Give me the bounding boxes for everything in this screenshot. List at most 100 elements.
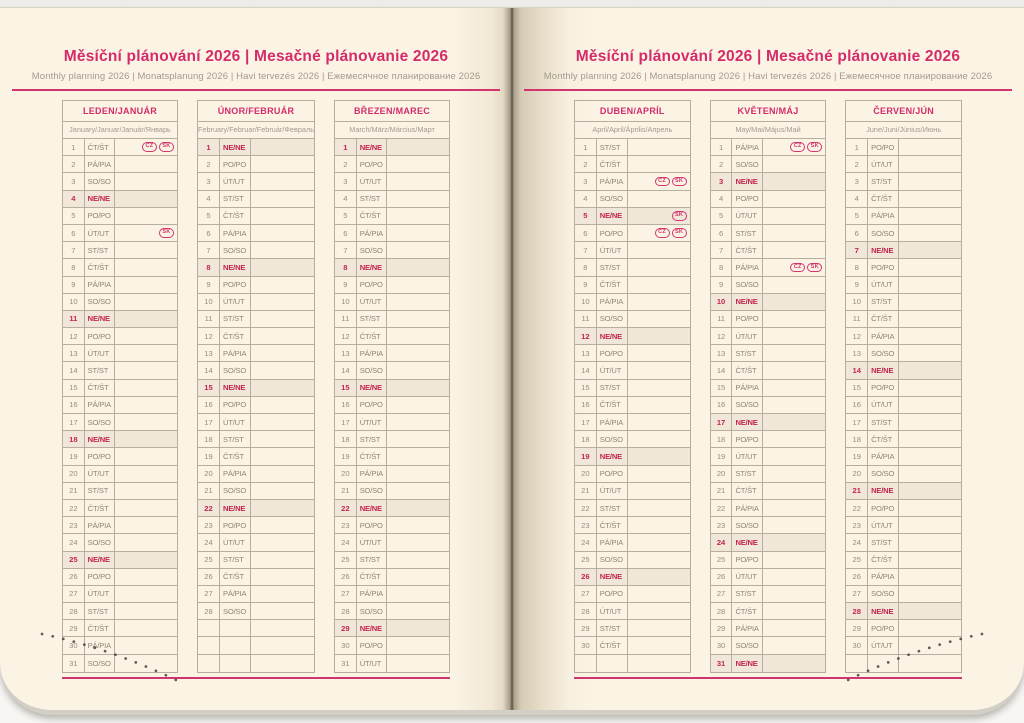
day-abbreviation: PO/PO [868,379,900,396]
day-abbreviation: ÚT/UT [220,293,252,310]
day-abbreviation: ST/ST [597,620,628,637]
notes-cell [628,552,690,568]
day-number: 30 [63,637,85,654]
day-row: 27 ST/ST [710,585,826,604]
notes-cell [628,466,690,482]
day-number: 27 [198,585,221,603]
notes-cell [763,294,825,310]
day-number: 26 [335,568,357,585]
day-number: 25 [711,551,733,568]
day-number: 8 [335,259,357,276]
day-row: 5 PO/PO [63,207,177,225]
notes-cell [387,448,449,464]
day-row-sunday: 8 NE/NE [197,259,315,277]
day-row: 16 ČT/ŠT [575,396,690,414]
day-number: 5 [63,207,85,224]
day-row: 1 PÁ/PIA CZ SK [710,139,826,157]
day-row: 11 SO/SO [575,310,690,329]
notes-cell [251,586,314,602]
notes-cell [628,242,690,258]
day-number: 18 [846,431,869,448]
day-row: 26 PO/PO [63,568,177,586]
day-abbreviation: PO/PO [85,568,116,585]
day-abbreviation: ÚT/UT [357,293,388,310]
month-table-5: ČERVEN/JÚN June/Juni/Június/Июнь 1 PO/PO 2 ÚT… [845,100,963,673]
day-abbreviation: NE/NE [220,499,252,517]
day-row: 9 PO/PO [335,276,450,294]
day-abbreviation: ČT/ŠT [220,568,252,585]
day-row: 31 ÚT/UT [335,654,449,672]
day-number: 28 [198,603,221,620]
day-abbreviation: ÚT/UT [732,448,764,465]
day-abbreviation: ÚT/UT [220,534,252,551]
notes-cell [251,362,314,378]
notes-cell [387,397,449,413]
day-abbreviation: ÚT/UT [597,242,628,259]
empty-cell [198,637,221,654]
notes-cell [899,552,961,568]
day-row: 26 PÁ/PIA [846,568,962,586]
footer-rule [574,676,962,679]
notes-cell [251,139,314,155]
day-row: 23 SO/SO [710,517,826,535]
notes-cell [387,637,449,653]
notes-cell [387,173,449,189]
day-number: 10 [198,293,221,310]
day-abbreviation: NE/NE [597,207,628,224]
notes-cell [899,569,961,585]
day-row: 10 SO/SO [63,293,177,311]
day-abbreviation: ÚT/UT [597,603,628,620]
day-row: 17 ST/ST [846,414,962,432]
day-row: 22 PÁ/PIA [710,499,826,518]
day-abbreviation: NE/NE [732,654,764,672]
day-row: 16 SO/SO [710,396,826,414]
holiday-badge-cz: CZ [790,142,806,152]
notes-cell [115,552,177,568]
day-abbreviation: PO/PO [868,139,900,156]
day-abbreviation: ST/ST [868,414,900,431]
day-number: 9 [63,276,85,293]
notes-cell [899,397,961,413]
day-row: 23 PO/PO [197,517,315,535]
day-row: 29 PO/PO [846,620,962,638]
day-number: 7 [846,242,869,259]
day-abbreviation: PO/PO [732,431,764,448]
day-number: 19 [711,448,733,465]
day-row: 4 ST/ST [335,190,450,208]
day-abbreviation: PÁ/PIA [732,139,764,156]
day-number: 5 [711,207,733,224]
day-row-sunday: 19 NE/NE [575,448,690,466]
day-abbreviation: SO/SO [357,242,388,259]
day-row: 18 SO/SO [575,431,690,449]
day-number: 7 [335,242,357,259]
notes-cell [251,328,314,344]
day-row: 19 ÚT/UT [710,448,826,466]
day-number: 10 [63,293,85,310]
day-row: 14 SO/SO [197,362,315,380]
month-subtitle: April/April/Április/Апрель [575,122,690,139]
day-row-sunday: 22 NE/NE [197,499,315,518]
holiday-badge-cz: CZ [654,228,670,238]
day-row: 6 ST/ST [710,224,826,243]
day-row: 2 ČT/ŠT [575,156,690,174]
day-number: 14 [63,362,85,379]
notes-cell: CZ SK [763,139,825,155]
day-abbreviation: SO/SO [357,603,388,620]
day-number: 3 [711,173,733,190]
day-row: 3 PÁ/PIA CZ SK [575,173,690,191]
day-row: 8 PO/PO [846,259,962,277]
notes-cell [387,225,449,241]
day-number: 6 [575,224,597,242]
day-abbreviation: PO/PO [597,224,628,242]
day-abbreviation: ST/ST [357,551,388,568]
day-abbreviation: NE/NE [732,173,764,190]
day-abbreviation: PÁ/PIA [85,396,116,413]
day-number: 1 [711,139,733,156]
day-abbreviation: NE/NE [85,551,116,568]
day-row: 7 SO/SO [335,242,450,260]
notes-cell [628,500,690,516]
day-number: 26 [198,568,221,585]
day-number: 3 [575,173,597,190]
day-number: 9 [846,276,869,293]
day-row: 19 PÁ/PIA [846,448,962,466]
